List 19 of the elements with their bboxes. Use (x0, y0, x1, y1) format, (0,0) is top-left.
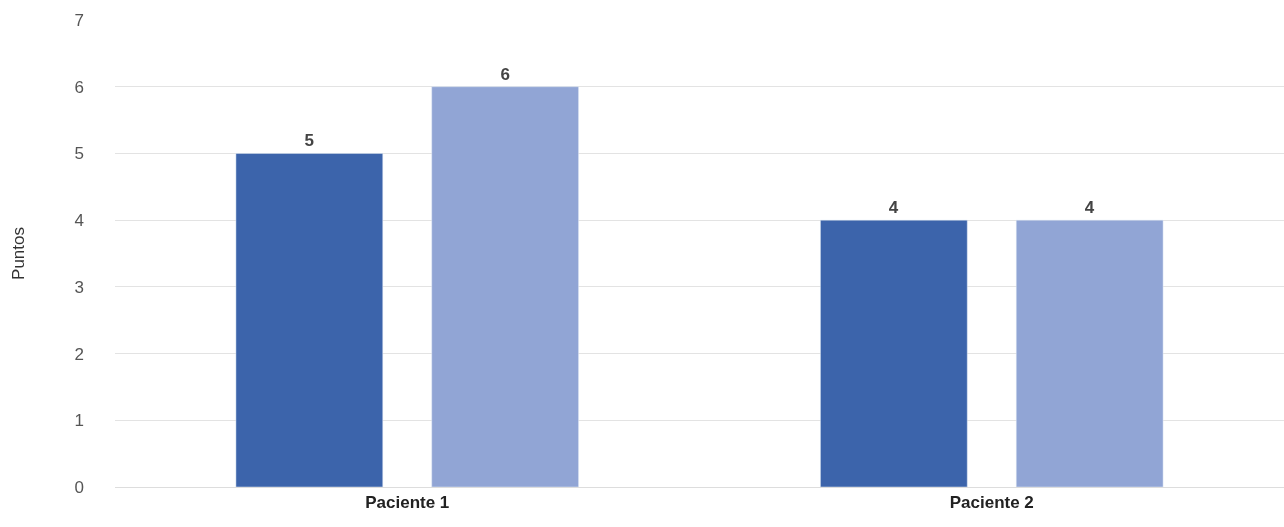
x-tick-label: Paciente 1 (365, 493, 450, 513)
y-tick-label: 3 (74, 277, 84, 297)
x-tick-label: Paciente 2 (949, 493, 1034, 513)
y-axis-title: Puntos (9, 227, 29, 280)
data-label: 4 (1084, 198, 1095, 218)
data-label: 5 (304, 131, 315, 151)
bar (1015, 219, 1164, 487)
data-label: 4 (888, 198, 899, 218)
y-tick-label: 7 (74, 10, 84, 30)
y-tick-label: 1 (74, 411, 84, 431)
y-tick-label: 5 (74, 144, 84, 164)
y-tick-label: 4 (74, 211, 84, 231)
data-label: 6 (500, 64, 510, 84)
bar (235, 153, 384, 487)
y-tick-label: 0 (74, 477, 84, 497)
y-tick-label: 2 (74, 344, 84, 364)
bar (820, 219, 968, 487)
y-tick-label: 6 (74, 77, 84, 97)
bar (431, 86, 579, 487)
